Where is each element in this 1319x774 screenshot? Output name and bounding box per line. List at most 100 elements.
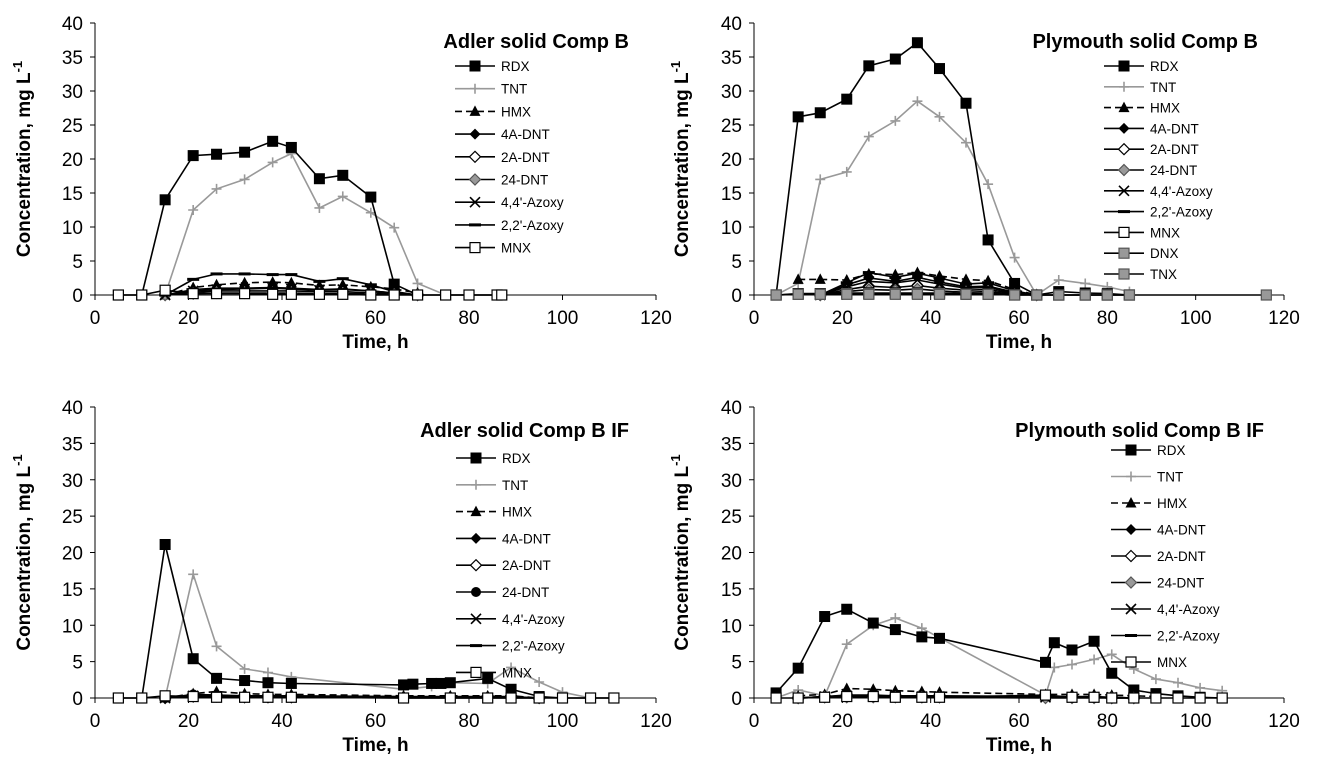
data-point — [426, 677, 438, 689]
y-tick-label: 25 — [721, 116, 742, 137]
legend-swatch-marker — [469, 558, 483, 572]
legend-item: HMX — [456, 505, 532, 520]
x-axis-title: Time, h — [342, 735, 408, 756]
legend-item: MNX — [1111, 655, 1187, 670]
data-point — [534, 676, 545, 687]
legend-label: 4A-DNT — [1150, 121, 1199, 136]
data-point — [1088, 635, 1100, 647]
legend-item: RDX — [455, 59, 530, 74]
data-point — [1172, 692, 1184, 704]
y-tick-label: 35 — [721, 434, 742, 455]
data-point — [1128, 692, 1140, 704]
x-tick-label: 100 — [547, 308, 579, 329]
data-point — [1079, 289, 1091, 301]
data-point — [505, 692, 517, 704]
data-point — [412, 278, 423, 289]
data-point — [388, 289, 400, 301]
legend-swatch-marker — [1125, 497, 1137, 508]
x-tick-label: 20 — [832, 308, 853, 329]
data-point — [285, 288, 297, 300]
legend-swatch-marker — [469, 60, 481, 72]
data-point — [397, 692, 410, 704]
series-line — [820, 288, 1037, 296]
data-point — [1088, 691, 1100, 703]
data-point — [1031, 289, 1043, 301]
legend-swatch-marker — [1118, 226, 1130, 238]
legend-item: MNX — [456, 665, 532, 680]
x-tick-label: 80 — [1097, 711, 1118, 732]
legend-swatch-marker — [471, 479, 481, 490]
y-tick-label: 25 — [62, 116, 83, 137]
x-tick-label: 80 — [458, 308, 479, 329]
y-axis-title-superscript: -1 — [10, 61, 25, 73]
y-axis-title-text: Concentration, mg L — [14, 72, 35, 257]
data-point — [841, 93, 853, 105]
data-point — [863, 60, 875, 72]
x-tick-label: 60 — [1008, 308, 1029, 329]
legend-item: MNX — [455, 241, 531, 256]
chart-panel-2: 0 5 10 15 20 25 30 35 40 0 20 40 60 80 100 120 Time, h Co… — [668, 14, 1300, 353]
data-point — [444, 692, 456, 704]
data-point — [841, 639, 852, 650]
legend-label: DNX — [1150, 246, 1179, 261]
data-point — [136, 289, 148, 301]
data-point — [1053, 289, 1065, 301]
data-point — [496, 289, 508, 301]
series-line — [775, 41, 1130, 296]
legend-item: TNT — [456, 478, 528, 493]
legend-label: 4A-DNT — [502, 531, 551, 546]
y-tick-label: 30 — [62, 471, 83, 492]
legend-swatch-marker — [1118, 101, 1130, 113]
data-point — [867, 690, 879, 703]
x-tick-label: 100 — [1180, 308, 1212, 329]
data-point — [608, 692, 620, 704]
chart-panel-4: 0 5 10 15 20 25 30 35 40 0 20 40 60 80 100 120 Time, h Co… — [668, 398, 1300, 756]
data-point — [407, 678, 419, 690]
data-point — [136, 692, 148, 704]
x-tick-label: 0 — [90, 308, 101, 329]
data-point — [1053, 275, 1064, 286]
series-line — [775, 617, 1223, 699]
legend-label: HMX — [1150, 101, 1180, 116]
data-point — [890, 115, 901, 126]
y-tick-label: 10 — [62, 218, 83, 239]
legend-item: HMX — [455, 104, 531, 119]
legend-swatch-marker — [1124, 549, 1138, 563]
legend-label: 2A-DNT — [502, 558, 551, 573]
data-point — [890, 612, 901, 623]
y-tick-label: 0 — [72, 689, 83, 710]
data-point — [187, 288, 199, 300]
data-point — [435, 677, 447, 689]
data-point — [188, 569, 199, 580]
chart-title: Plymouth solid Comp B IF — [1015, 420, 1264, 442]
y-tick-label: 35 — [62, 434, 83, 455]
legend-label: MNX — [501, 241, 531, 256]
data-point — [1039, 689, 1052, 701]
legend-label: 2A-DNT — [501, 150, 550, 165]
legend-label: 24-DNT — [502, 585, 549, 600]
data-point — [584, 692, 597, 704]
data-point — [159, 284, 171, 296]
data-point — [285, 276, 297, 288]
legend-item: RDX — [456, 451, 531, 466]
chart-title: Adler solid Comp B — [443, 31, 629, 53]
y-tick-label: 30 — [62, 82, 83, 103]
y-tick-label: 30 — [721, 82, 742, 103]
data-point — [239, 146, 251, 158]
legend-label: RDX — [1157, 443, 1186, 458]
legend-swatch-marker — [1125, 603, 1137, 615]
legend-label: RDX — [501, 59, 530, 74]
data-point — [211, 183, 222, 194]
legend-label: TNT — [502, 478, 528, 493]
data-point — [792, 111, 804, 123]
legend-label: 2,2'-Azoxy — [1150, 205, 1213, 220]
data-point — [440, 289, 452, 301]
x-tick-label: 20 — [178, 711, 199, 732]
y-tick-label: 20 — [721, 544, 742, 565]
y-axis-title-text: Concentration, mg L — [672, 72, 693, 257]
legend-swatch-marker — [1125, 656, 1137, 668]
data-point — [313, 173, 325, 185]
data-point — [211, 641, 222, 652]
data-point — [792, 273, 804, 284]
legend-label: 2A-DNT — [1157, 549, 1206, 564]
